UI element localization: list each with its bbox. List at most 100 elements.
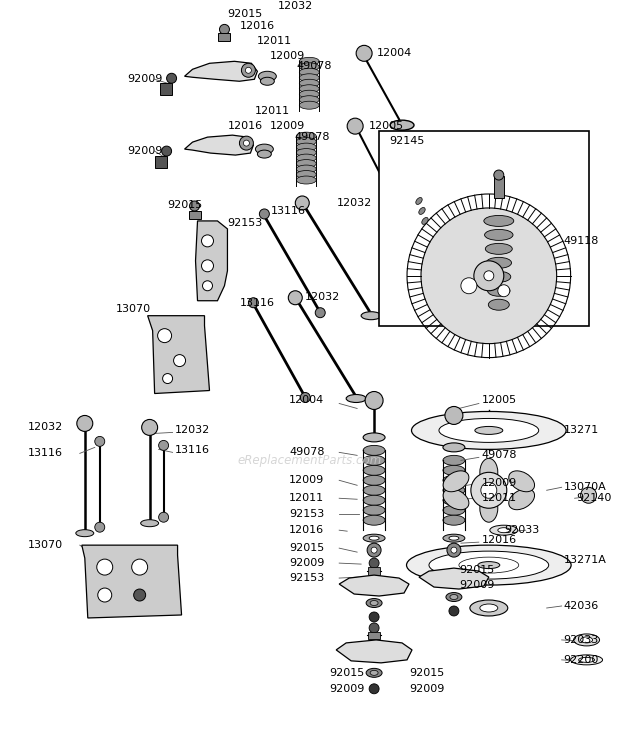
Text: 12016: 12016 — [228, 122, 263, 131]
Text: 92033: 92033 — [504, 525, 539, 535]
Text: 92009: 92009 — [329, 684, 365, 694]
Ellipse shape — [489, 299, 509, 310]
Ellipse shape — [369, 536, 379, 540]
Ellipse shape — [443, 534, 465, 542]
Circle shape — [219, 24, 229, 34]
Bar — [154, 156, 167, 168]
Ellipse shape — [299, 90, 319, 98]
Circle shape — [300, 392, 310, 403]
Ellipse shape — [390, 120, 414, 130]
Ellipse shape — [380, 192, 404, 202]
Ellipse shape — [416, 198, 422, 204]
Text: 12004: 12004 — [377, 48, 412, 59]
Ellipse shape — [296, 143, 316, 151]
Bar — [494, 176, 504, 198]
Ellipse shape — [443, 515, 465, 525]
Circle shape — [471, 472, 507, 508]
Circle shape — [580, 488, 596, 503]
Text: 12032: 12032 — [28, 422, 63, 433]
Ellipse shape — [485, 229, 513, 240]
Ellipse shape — [443, 466, 465, 475]
Polygon shape — [336, 640, 412, 663]
Bar — [218, 34, 231, 41]
Text: 92200: 92200 — [564, 655, 599, 665]
Circle shape — [159, 512, 169, 522]
Text: 12011: 12011 — [257, 37, 291, 46]
Ellipse shape — [296, 154, 316, 162]
Circle shape — [259, 209, 269, 219]
Text: 92153: 92153 — [290, 573, 324, 583]
Circle shape — [141, 419, 157, 436]
Text: 13070: 13070 — [116, 304, 151, 314]
Text: 49078: 49078 — [296, 61, 332, 71]
Ellipse shape — [418, 207, 425, 214]
Ellipse shape — [443, 485, 465, 496]
Text: 92015: 92015 — [290, 543, 324, 553]
Ellipse shape — [366, 668, 382, 677]
Ellipse shape — [429, 551, 549, 579]
Circle shape — [295, 196, 309, 210]
Text: 92009: 92009 — [459, 580, 494, 590]
Ellipse shape — [443, 475, 465, 485]
Text: eReplacementParts.com: eReplacementParts.com — [237, 454, 381, 467]
Ellipse shape — [296, 160, 316, 168]
Text: 92015: 92015 — [459, 565, 494, 575]
Text: 12032: 12032 — [337, 198, 373, 208]
Ellipse shape — [574, 634, 600, 646]
Ellipse shape — [509, 471, 534, 492]
Ellipse shape — [296, 165, 316, 173]
Ellipse shape — [299, 101, 319, 109]
Circle shape — [369, 623, 379, 633]
Ellipse shape — [443, 443, 465, 452]
Circle shape — [369, 684, 379, 694]
Circle shape — [484, 271, 494, 281]
Circle shape — [369, 558, 379, 568]
Circle shape — [315, 307, 326, 318]
Ellipse shape — [485, 243, 512, 254]
Text: 92153: 92153 — [290, 509, 324, 519]
Bar — [188, 211, 200, 219]
Text: 12016: 12016 — [239, 21, 275, 31]
Bar — [368, 632, 380, 639]
Circle shape — [190, 201, 200, 211]
Ellipse shape — [446, 592, 462, 602]
Text: 12032: 12032 — [175, 425, 210, 436]
Ellipse shape — [299, 79, 319, 87]
Text: 13116: 13116 — [28, 449, 63, 458]
Circle shape — [451, 547, 457, 553]
Ellipse shape — [487, 285, 510, 296]
Ellipse shape — [443, 455, 465, 466]
Ellipse shape — [443, 496, 465, 505]
Ellipse shape — [580, 637, 593, 643]
Circle shape — [445, 406, 463, 425]
Text: 92145: 92145 — [389, 136, 425, 146]
Text: 12032: 12032 — [305, 292, 340, 302]
Text: 49118: 49118 — [564, 236, 599, 246]
Circle shape — [162, 146, 172, 156]
Text: 13271: 13271 — [564, 425, 599, 436]
Text: 13271A: 13271A — [564, 555, 606, 565]
Text: 49078: 49078 — [482, 450, 517, 460]
Circle shape — [162, 373, 172, 384]
Text: 13116: 13116 — [175, 445, 210, 455]
Ellipse shape — [363, 505, 385, 515]
Circle shape — [203, 281, 213, 291]
Circle shape — [167, 73, 177, 83]
Circle shape — [246, 67, 251, 73]
Ellipse shape — [299, 68, 319, 76]
Circle shape — [369, 612, 379, 622]
Ellipse shape — [141, 520, 159, 527]
Bar — [159, 83, 172, 95]
Bar — [368, 567, 380, 575]
Ellipse shape — [480, 604, 498, 612]
Ellipse shape — [498, 528, 510, 533]
Circle shape — [241, 63, 255, 78]
Polygon shape — [185, 135, 254, 155]
Circle shape — [202, 235, 213, 247]
Text: 12009: 12009 — [290, 475, 324, 485]
Ellipse shape — [363, 475, 385, 485]
Text: 13116: 13116 — [239, 298, 275, 307]
Ellipse shape — [299, 63, 319, 71]
Ellipse shape — [296, 171, 316, 179]
Text: 12009: 12009 — [482, 478, 517, 488]
